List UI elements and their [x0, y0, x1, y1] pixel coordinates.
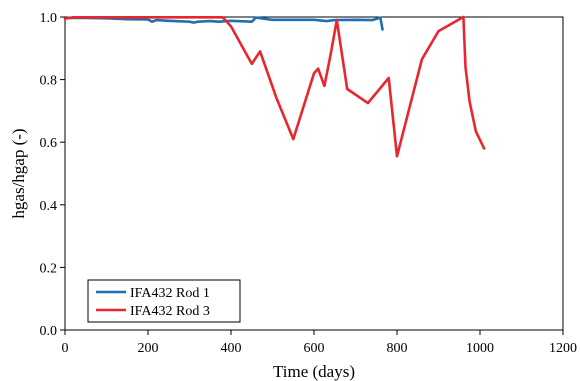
x-tick-label: 600 [304, 341, 325, 356]
x-tick-label: 1000 [466, 341, 494, 356]
y-axis-title: hgas/hgap (-) [9, 128, 28, 218]
y-tick-label: 1.0 [40, 11, 58, 26]
x-axis-title: Time (days) [273, 362, 355, 381]
x-tick-label: 0 [62, 341, 69, 356]
x-tick-label: 800 [387, 341, 408, 356]
y-tick-label: 0.8 [40, 74, 58, 89]
y-tick-label: 0.4 [40, 199, 58, 214]
series-line-2 [63, 15, 486, 158]
series-line-1 [63, 16, 384, 31]
y-tick-label: 0.0 [40, 324, 58, 339]
legend-box [87, 279, 241, 323]
x-tick-label: 400 [221, 341, 242, 356]
legend-label-2: IFA432 Rod 3 [130, 304, 210, 319]
x-tick-label: 200 [138, 341, 159, 356]
legend: IFA432 Rod 1 IFA432 Rod 3 [87, 279, 241, 323]
series-lines [63, 15, 486, 158]
x-tick-label: 1200 [549, 341, 577, 356]
axis-ticks: 0 200 400 600 800 1000 1200 0.0 0.2 0.4 0.6 0.8 1.0 [40, 11, 578, 356]
legend-label-1: IFA432 Rod 1 [130, 286, 210, 301]
y-tick-label: 0.2 [40, 261, 58, 276]
y-tick-label: 0.6 [40, 136, 58, 151]
